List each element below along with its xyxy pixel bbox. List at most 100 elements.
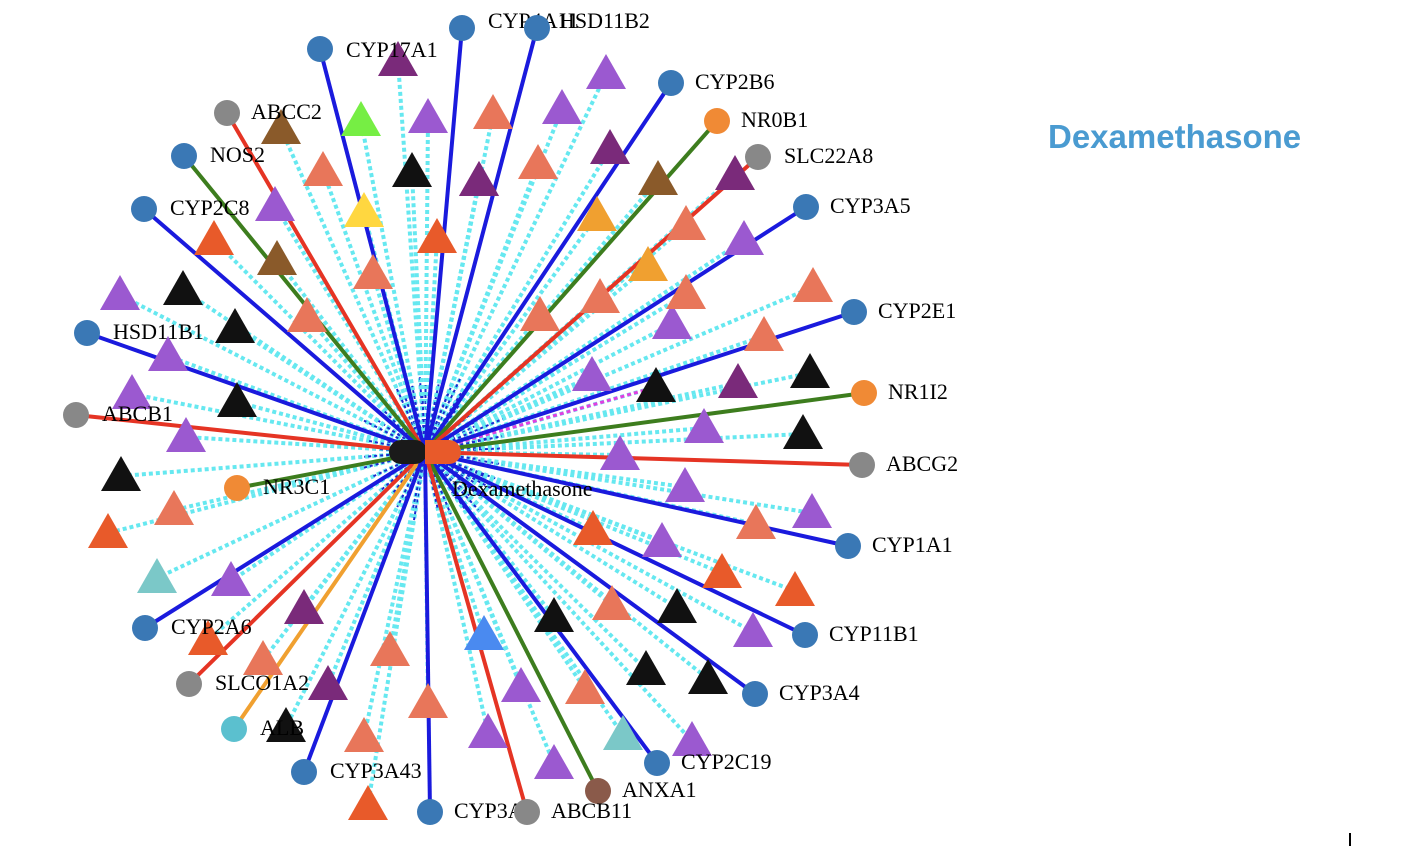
triangle-node[interactable] (417, 218, 457, 253)
triangle-node[interactable] (188, 620, 228, 655)
triangle-node[interactable] (163, 270, 203, 305)
triangle-node[interactable] (665, 467, 705, 502)
triangle-node[interactable] (580, 278, 620, 313)
gene-node-circle[interactable] (524, 15, 550, 41)
triangle-node[interactable] (666, 274, 706, 309)
gene-node-circle[interactable] (307, 36, 333, 62)
triangle-node[interactable] (573, 510, 613, 545)
triangle-node[interactable] (724, 220, 764, 255)
gene-node-circle[interactable] (171, 143, 197, 169)
triangle-node[interactable] (600, 435, 640, 470)
triangle-node[interactable] (534, 597, 574, 632)
triangle-node[interactable] (344, 192, 384, 227)
drug-capsule-left[interactable] (389, 440, 427, 464)
triangle-node[interactable] (534, 744, 574, 779)
triangle-node[interactable] (353, 254, 393, 289)
triangle-node[interactable] (733, 612, 773, 647)
triangle-node[interactable] (266, 707, 306, 742)
triangle-node[interactable] (468, 713, 508, 748)
gene-node-circle[interactable] (644, 750, 670, 776)
triangle-node[interactable] (718, 363, 758, 398)
triangle-node[interactable] (792, 493, 832, 528)
triangle-node[interactable] (100, 275, 140, 310)
triangle-node[interactable] (101, 456, 141, 491)
gene-node-circle[interactable] (742, 681, 768, 707)
triangle-node[interactable] (666, 205, 706, 240)
triangle-node[interactable] (154, 490, 194, 525)
triangle-node[interactable] (166, 417, 206, 452)
triangle-node[interactable] (257, 240, 297, 275)
gene-node-circle[interactable] (704, 108, 730, 134)
gene-node-circle[interactable] (291, 759, 317, 785)
triangle-node[interactable] (284, 589, 324, 624)
triangle-node[interactable] (112, 374, 152, 409)
gene-node-circle[interactable] (851, 380, 877, 406)
triangle-node[interactable] (790, 353, 830, 388)
triangle-node[interactable] (657, 588, 697, 623)
gene-node-circle[interactable] (792, 622, 818, 648)
triangle-node[interactable] (688, 659, 728, 694)
triangle-node[interactable] (684, 408, 724, 443)
triangle-node[interactable] (672, 721, 712, 756)
triangle-node[interactable] (308, 665, 348, 700)
gene-node-circle[interactable] (745, 144, 771, 170)
triangle-node[interactable] (793, 267, 833, 302)
gene-node-circle[interactable] (835, 533, 861, 559)
triangle-node[interactable] (590, 129, 630, 164)
triangle-node[interactable] (636, 367, 676, 402)
gene-node-circle[interactable] (224, 475, 250, 501)
gene-node-circle[interactable] (63, 402, 89, 428)
triangle-node[interactable] (744, 316, 784, 351)
gene-node-circle[interactable] (658, 70, 684, 96)
gene-node-circle[interactable] (221, 716, 247, 742)
gene-node-circle[interactable] (449, 15, 475, 41)
triangle-node[interactable] (586, 54, 626, 89)
triangle-node[interactable] (542, 89, 582, 124)
triangle-node[interactable] (565, 669, 605, 704)
triangle-node[interactable] (370, 631, 410, 666)
triangle-node[interactable] (459, 161, 499, 196)
triangle-node[interactable] (603, 715, 643, 750)
triangle-node[interactable] (628, 246, 668, 281)
triangle-node[interactable] (243, 640, 283, 675)
triangle-node[interactable] (626, 650, 666, 685)
triangle-node[interactable] (518, 144, 558, 179)
triangle-node[interactable] (194, 220, 234, 255)
triangle-node[interactable] (378, 41, 418, 76)
gene-node-circle[interactable] (849, 452, 875, 478)
gene-node-circle[interactable] (131, 196, 157, 222)
triangle-node[interactable] (287, 297, 327, 332)
triangle-node[interactable] (88, 513, 128, 548)
gene-node-circle[interactable] (841, 299, 867, 325)
drug-node[interactable]: Dexamethasone (389, 440, 593, 501)
gene-node-circle[interactable] (74, 320, 100, 346)
gene-node-circle[interactable] (176, 671, 202, 697)
gene-node-circle[interactable] (514, 799, 540, 825)
triangle-node[interactable] (652, 304, 692, 339)
triangle-node[interactable] (702, 553, 742, 588)
triangle-node[interactable] (572, 356, 612, 391)
triangle-node[interactable] (217, 382, 257, 417)
triangle-node[interactable] (775, 571, 815, 606)
triangle-node[interactable] (736, 504, 776, 539)
triangle-node[interactable] (341, 101, 381, 136)
triangle-node[interactable] (261, 109, 301, 144)
triangle-node[interactable] (348, 785, 388, 820)
triangle-node[interactable] (783, 414, 823, 449)
triangle-node[interactable] (344, 717, 384, 752)
gene-node-circle[interactable] (793, 194, 819, 220)
gene-node-circle[interactable] (585, 778, 611, 804)
triangle-node[interactable] (464, 615, 504, 650)
triangle-node[interactable] (137, 558, 177, 593)
triangle-node[interactable] (577, 196, 617, 231)
triangle-node[interactable] (215, 308, 255, 343)
triangle-node[interactable] (392, 152, 432, 187)
triangle-node[interactable] (473, 94, 513, 129)
gene-node-circle[interactable] (417, 799, 443, 825)
triangle-node[interactable] (408, 683, 448, 718)
triangle-node[interactable] (303, 151, 343, 186)
triangle-node[interactable] (715, 155, 755, 190)
triangle-node[interactable] (592, 585, 632, 620)
triangle-node[interactable] (642, 522, 682, 557)
triangle-node[interactable] (638, 160, 678, 195)
